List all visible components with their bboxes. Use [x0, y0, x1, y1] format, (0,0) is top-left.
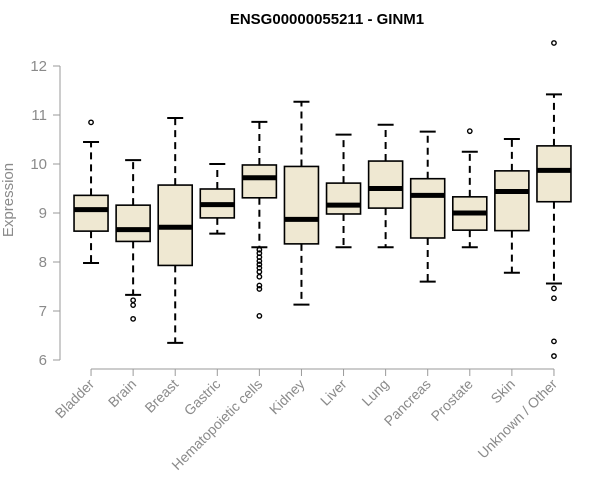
box-iqr [536, 145, 572, 203]
outlier-point [551, 353, 557, 359]
box-iqr [241, 164, 278, 199]
outlier-point [551, 40, 557, 46]
outlier-point [256, 286, 263, 292]
y-tick-label: 8 [39, 254, 47, 271]
outlier-point [256, 273, 263, 280]
y-axis-label: Expression [0, 163, 17, 237]
y-tick-label: 6 [39, 352, 47, 369]
x-tick-label: Lung [358, 376, 391, 409]
box-gastric [199, 163, 236, 235]
x-tick-label: Prostate [428, 376, 476, 424]
outlier-point [256, 268, 263, 275]
y-tick-label: 11 [31, 107, 47, 124]
box-skin [494, 138, 530, 274]
outlier-point [551, 338, 557, 345]
outlier-point [551, 285, 557, 292]
outlier-point [130, 315, 137, 322]
outlier-point [88, 119, 94, 126]
outlier-point [256, 282, 263, 289]
outlier-point [256, 258, 263, 264]
box-iqr [283, 165, 320, 245]
outlier-point [256, 246, 263, 253]
y-axis: 6 7 8 9 10 11 12 [30, 58, 61, 369]
box-kidney [283, 100, 320, 306]
y-tick-label: 9 [39, 205, 47, 222]
x-tick-label: Brain [105, 376, 139, 410]
box-hematopoietic-cells [241, 120, 278, 319]
box-iqr [367, 160, 404, 209]
box-iqr [115, 204, 151, 243]
x-tick-label: Breast [141, 376, 181, 416]
x-tick-label: Unknown / Other [474, 376, 560, 462]
outlier-point [130, 297, 137, 304]
x-tick-label: Liver [317, 376, 350, 409]
y-tick-label: 12 [30, 58, 47, 75]
outlier-point [256, 261, 263, 268]
box-brain [115, 159, 151, 322]
box-bladder [73, 119, 109, 264]
box-lung [367, 123, 404, 249]
x-tick-label: Skin [487, 376, 518, 407]
outlier-point [551, 295, 557, 302]
box-iqr [409, 177, 446, 239]
chart-title: ENSG00000055211 - GINM1 [230, 11, 424, 28]
box-liver [325, 133, 362, 249]
box-prostate [451, 128, 488, 249]
y-tick-label: 7 [39, 303, 47, 320]
box-breast [157, 116, 194, 344]
box-iqr [73, 194, 109, 232]
outlier-point [466, 128, 473, 135]
box-iqr [494, 170, 530, 232]
x-tick-label: Bladder [52, 376, 98, 422]
box-series [73, 40, 572, 359]
outlier-point [256, 312, 263, 319]
outlier-point [130, 302, 137, 309]
x-tick-label: Pancreas [381, 376, 434, 429]
y-tick-label: 10 [30, 156, 47, 173]
box-pancreas [409, 130, 446, 283]
box-unknown-other [536, 40, 572, 359]
box-iqr [325, 182, 362, 215]
x-tick-label: Kidney [266, 376, 308, 418]
